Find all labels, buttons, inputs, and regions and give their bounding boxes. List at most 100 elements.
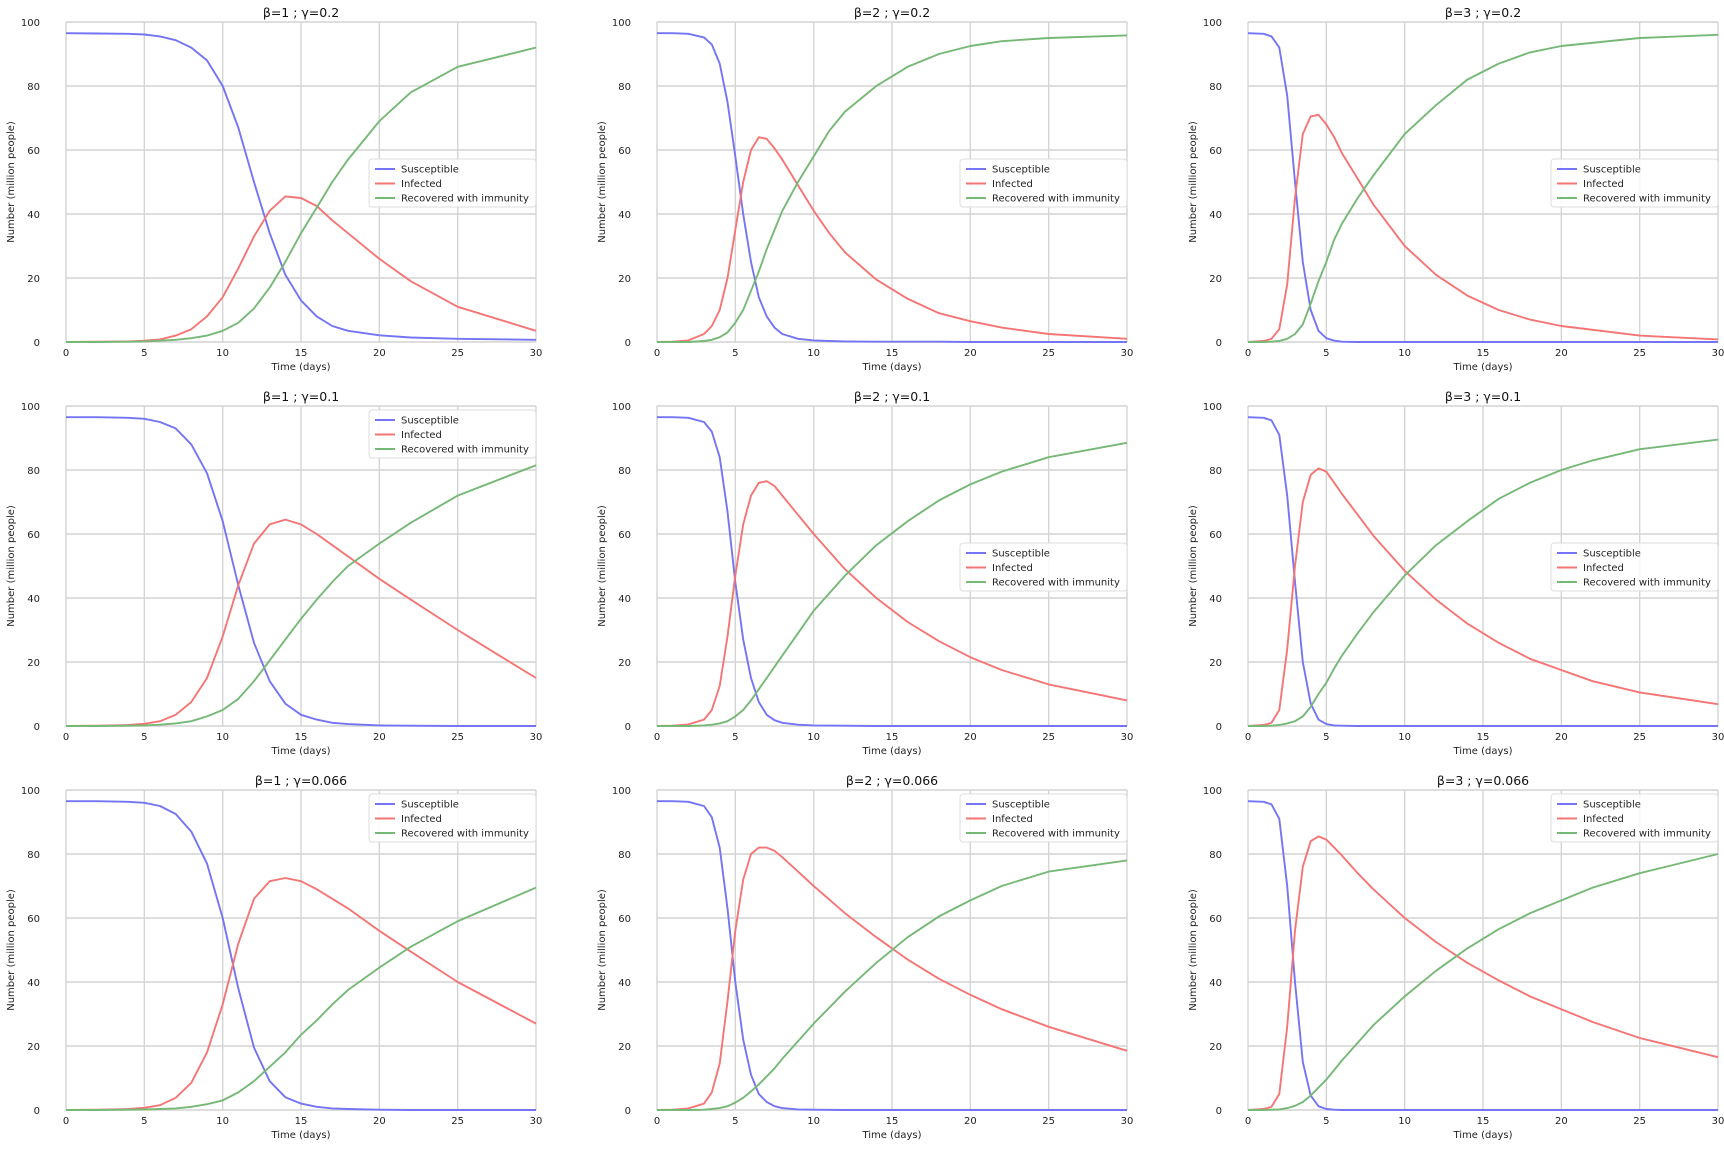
y-tick-label: 0 xyxy=(1216,1106,1222,1117)
recovered-line xyxy=(657,859,1128,1111)
x-tick-label: 25 xyxy=(451,732,464,743)
legend-label: Infected xyxy=(401,430,442,441)
x-tick-label: 25 xyxy=(1633,732,1646,743)
x-tick-label: 20 xyxy=(964,732,977,743)
legend-label: Infected xyxy=(992,563,1033,574)
y-tick-label: 80 xyxy=(618,82,631,93)
chart-panel: 0 5 10 15 20 25 30 0 20 40 60 80 100 β=2 ; γ=0.1 Time … xyxy=(591,384,1136,764)
chart-svg: 0 5 10 15 20 25 30 0 20 40 60 80 100 β=2 ; γ=0.2 Time … xyxy=(597,5,1133,373)
y-tick-label: 40 xyxy=(618,210,631,221)
y-tick-label: 0 xyxy=(1216,338,1222,349)
legend-label: Susceptible xyxy=(992,165,1050,176)
chart-svg: 0 5 10 15 20 25 30 0 20 40 60 80 100 β=1 ; γ=0.2 Time … xyxy=(6,5,542,373)
y-axis-label: Number (million people) xyxy=(1188,889,1199,1011)
y-tick-label: 80 xyxy=(1209,850,1222,861)
x-axis-label: Time (days) xyxy=(861,362,921,373)
y-tick-label: 60 xyxy=(27,146,40,157)
chart-panel: 0 5 10 15 20 25 30 0 20 40 60 80 100 β=1 ; γ=0.1 Time … xyxy=(0,384,545,764)
x-axis-label: Time (days) xyxy=(1452,1130,1512,1141)
x-tick-label: 10 xyxy=(807,348,820,359)
x-tick-label: 15 xyxy=(886,1116,899,1127)
legend-label: Susceptible xyxy=(1583,800,1641,811)
x-axis-label: Time (days) xyxy=(1452,362,1512,373)
y-tick-label: 0 xyxy=(1216,722,1222,733)
x-tick-label: 15 xyxy=(1477,732,1490,743)
y-tick-label: 80 xyxy=(27,850,40,861)
susceptible-line xyxy=(1247,32,1718,343)
chart-title: β=1 ; γ=0.1 xyxy=(263,389,339,404)
chart-panel: 0 5 10 15 20 25 30 0 20 40 60 80 100 β=3 ; γ=0.1 Time … xyxy=(1182,384,1724,764)
x-tick-label: 25 xyxy=(1042,732,1055,743)
recovered-line xyxy=(66,464,537,727)
y-axis-label: Number (million people) xyxy=(6,505,17,627)
x-tick-label: 0 xyxy=(63,348,69,359)
y-tick-label: 100 xyxy=(21,18,40,29)
recovered-line xyxy=(66,886,537,1111)
x-tick-label: 30 xyxy=(1712,348,1724,359)
y-axis-label: Number (million people) xyxy=(597,505,608,627)
x-tick-label: 15 xyxy=(295,732,308,743)
x-tick-label: 5 xyxy=(141,348,147,359)
legend-box xyxy=(368,158,537,208)
x-tick-label: 10 xyxy=(1398,1116,1411,1127)
x-tick-label: 10 xyxy=(1398,732,1411,743)
legend-label: Infected xyxy=(1583,179,1624,190)
x-tick-label: 25 xyxy=(1042,1116,1055,1127)
x-tick-label: 30 xyxy=(1712,732,1724,743)
legend-label: Recovered with immunity xyxy=(1583,829,1711,840)
recovered-line xyxy=(1248,33,1719,343)
legend-label: Susceptible xyxy=(1583,165,1641,176)
y-tick-label: 60 xyxy=(618,914,631,925)
legend-box xyxy=(959,542,1128,592)
x-tick-label: 5 xyxy=(1323,732,1329,743)
susceptible-line xyxy=(1247,800,1718,1111)
susceptible-line xyxy=(657,416,1127,727)
legend-label: Infected xyxy=(401,179,442,190)
legend: Susceptible Infected Recovered with immuni… xyxy=(368,793,537,843)
legend-box xyxy=(1550,542,1719,592)
x-tick-label: 25 xyxy=(1633,348,1646,359)
y-tick-label: 20 xyxy=(27,274,40,285)
x-tick-label: 25 xyxy=(451,348,464,359)
y-tick-label: 0 xyxy=(625,1106,631,1117)
x-tick-label: 5 xyxy=(732,1116,738,1127)
recovered-line xyxy=(1248,853,1719,1111)
x-tick-label: 0 xyxy=(654,732,660,743)
x-tick-label: 10 xyxy=(1398,348,1411,359)
x-axis-label: Time (days) xyxy=(270,1130,330,1141)
x-tick-label: 20 xyxy=(964,1116,977,1127)
y-tick-label: 0 xyxy=(625,338,631,349)
y-axis-label: Number (million people) xyxy=(597,121,608,243)
x-tick-label: 0 xyxy=(63,732,69,743)
susceptible-line xyxy=(1247,416,1718,727)
chart-panel: 0 5 10 15 20 25 30 0 20 40 60 80 100 β=1 ; γ=0.2 Time … xyxy=(0,0,545,380)
chart-title: β=3 ; γ=0.066 xyxy=(1437,773,1529,788)
y-tick-label: 20 xyxy=(1209,1042,1222,1053)
y-tick-label: 60 xyxy=(618,146,631,157)
y-tick-label: 0 xyxy=(625,722,631,733)
chart-title: β=3 ; γ=0.2 xyxy=(1445,5,1521,20)
x-tick-label: 30 xyxy=(1121,732,1134,743)
y-tick-label: 60 xyxy=(27,914,40,925)
x-tick-label: 30 xyxy=(530,732,543,743)
susceptible-line xyxy=(657,800,1127,1111)
x-tick-label: 15 xyxy=(1477,348,1490,359)
y-tick-label: 40 xyxy=(1209,594,1222,605)
x-axis-label: Time (days) xyxy=(270,362,330,373)
x-tick-label: 10 xyxy=(216,1116,229,1127)
legend-label: Infected xyxy=(992,814,1033,825)
y-tick-label: 40 xyxy=(27,978,40,989)
x-axis-label: Time (days) xyxy=(270,746,330,757)
x-tick-label: 0 xyxy=(654,348,660,359)
y-tick-label: 60 xyxy=(618,530,631,541)
chart-panel: 0 5 10 15 20 25 30 0 20 40 60 80 100 β=1 ; γ=0.066 Tim… xyxy=(0,768,545,1148)
x-tick-label: 10 xyxy=(216,732,229,743)
y-tick-label: 60 xyxy=(1209,530,1222,541)
legend-label: Infected xyxy=(401,814,442,825)
susceptible-line xyxy=(66,416,536,727)
y-tick-label: 80 xyxy=(27,466,40,477)
x-tick-label: 10 xyxy=(807,1116,820,1127)
x-tick-label: 20 xyxy=(1555,732,1568,743)
legend-box xyxy=(1550,793,1719,843)
x-tick-label: 20 xyxy=(373,732,386,743)
